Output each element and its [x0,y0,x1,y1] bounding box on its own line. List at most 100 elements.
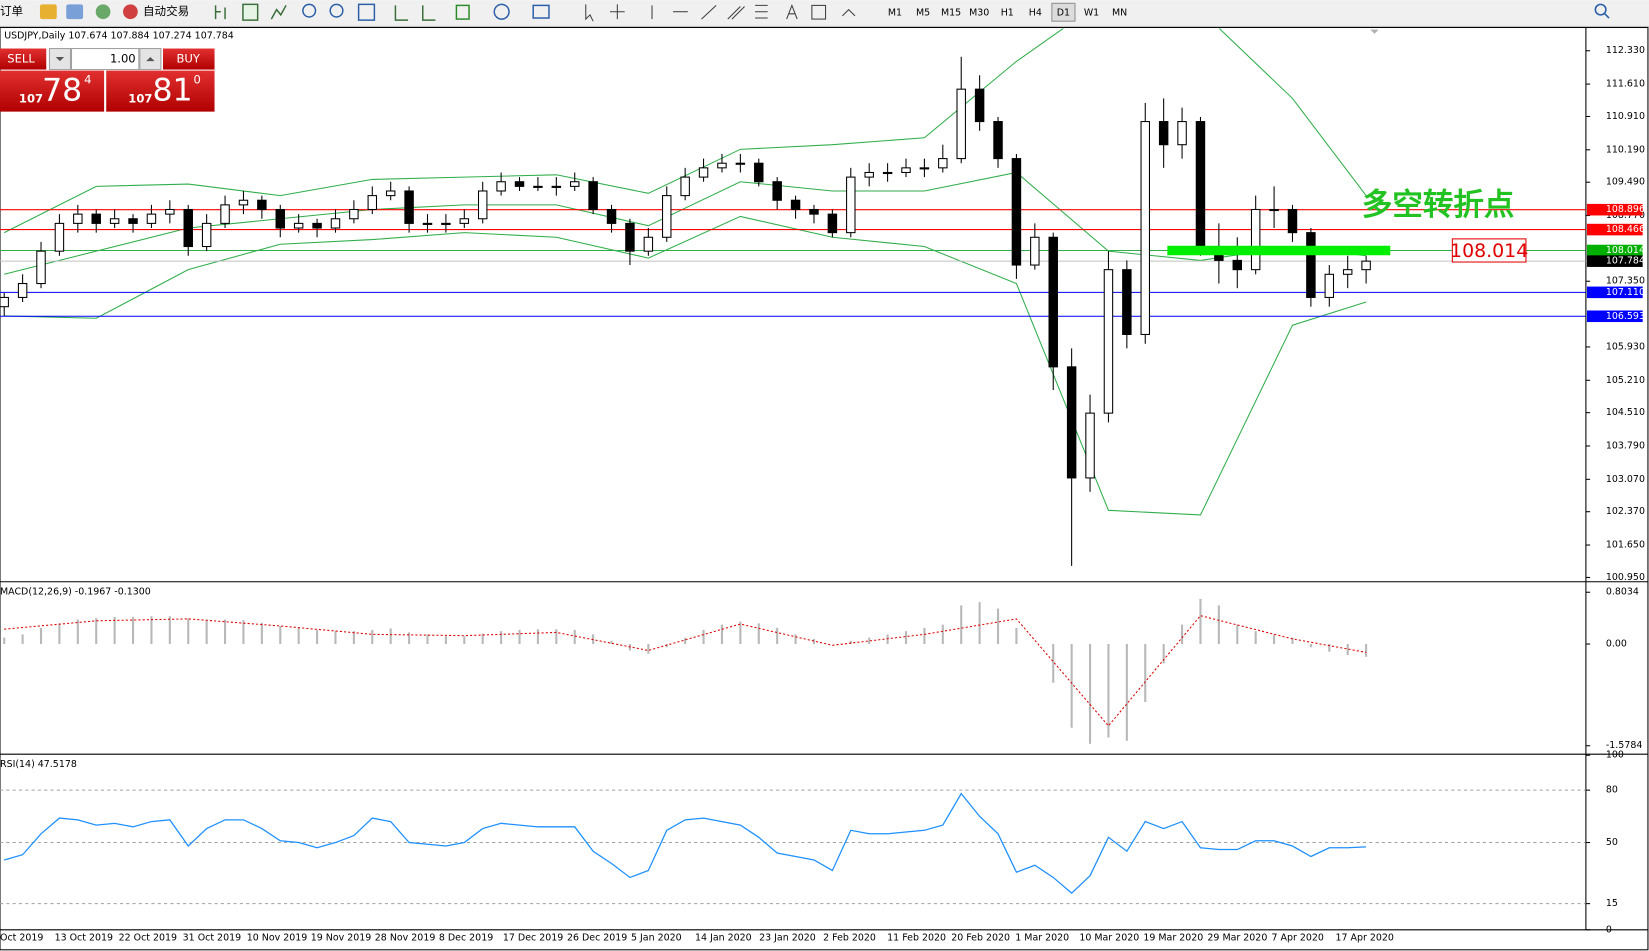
candle-body [1324,273,1335,298]
candle-body [1122,269,1132,335]
candle-body [275,208,285,229]
lot-value[interactable]: 1.00 [110,52,136,66]
trade-panel: SELL 1.00 BUY 107 78 4 107 81 0 [0,48,215,112]
candle-body [1287,208,1298,234]
candle-body [17,283,28,298]
buy-price-box[interactable] [106,70,215,112]
timeframe-button[interactable]: D1 [1057,7,1070,18]
sell-price-small: 4 [84,73,91,87]
bar-chart-icon[interactable] [214,5,226,20]
channel-tool[interactable] [727,6,745,20]
candle-body [0,296,9,308]
y-tick-label: 110.190 [1606,144,1645,155]
candle-icon[interactable] [242,3,259,21]
crosshair-tool[interactable] [609,4,625,20]
timeframe-button[interactable]: M1 [888,7,902,18]
timeframe-button[interactable]: W1 [1084,7,1099,18]
candle-body [1342,269,1353,275]
candle-body [1250,208,1261,271]
candle-body [901,167,911,174]
price-level-label: 108.466 [1606,224,1645,235]
candle-body [846,176,856,234]
candle-body [956,88,966,160]
zoom-out[interactable] [329,3,344,18]
arrow [146,56,155,62]
timeframe-button[interactable]: M30 [969,7,989,18]
icon[interactable] [39,4,57,20]
text-tool[interactable] [786,3,798,20]
indicators[interactable] [455,4,470,20]
candle-body [349,208,359,220]
timeframe-button[interactable]: M5 [916,7,930,18]
timeframe-button[interactable]: MN [1112,7,1127,18]
zoom-in[interactable] [302,3,317,18]
timeframe-button[interactable]: H1 [1001,7,1014,18]
candle-body [36,250,46,285]
x-tick-label: 7 Apr 2020 [1271,933,1323,944]
templates[interactable] [532,4,550,19]
drawing-tools [585,3,856,22]
x-tick-label: 26 Dec 2019 [567,933,627,944]
chart-frame [0,26,1649,951]
buy-button[interactable] [163,48,215,70]
candle-body [1103,269,1114,414]
scroll-icon[interactable] [394,5,409,21]
sell-button[interactable] [0,48,47,70]
candle-body [146,213,157,224]
tile-icon[interactable] [357,3,376,21]
icon[interactable] [66,4,84,20]
price-level-label: 107.784 [1606,256,1645,267]
candle-body [514,181,525,187]
candle-body [1158,121,1169,146]
price-level-label: 108.014 [1606,245,1645,256]
candle-body [882,171,893,175]
cursor-tool[interactable] [585,4,594,22]
x-tick-label: 17 Dec 2019 [503,933,563,944]
line-icon[interactable] [270,5,287,20]
candle-body [754,162,764,183]
axes: 112.330 111.610 110.910 110.190 109.490 108.7… [0,45,1645,943]
sell-price-box[interactable] [0,70,105,112]
candle-body [201,222,212,248]
icon[interactable] [95,4,111,20]
autotrade-icon[interactable] [123,4,138,20]
price-level-tag [1586,223,1643,236]
new-order-button[interactable]: 订单 [0,4,23,18]
candle-body [54,222,65,252]
rsi-title: RSI(14) 47.5178 [0,759,77,770]
x-tick-label: 1 Mar 2020 [1015,933,1069,944]
shift-icon[interactable] [422,5,436,21]
candle-body [312,222,322,229]
periods[interactable] [493,3,510,20]
buy-label[interactable]: BUY [177,52,201,66]
candle-body [441,222,451,225]
candle-body [183,208,193,248]
candle-body [735,162,746,165]
macd-signal [4,615,1367,727]
candle-body [385,190,396,197]
y-tick-label: 103.070 [1606,474,1645,485]
autotrade-button[interactable]: 自动交易 [143,4,189,18]
x-tick-label: 10 Nov 2019 [247,933,308,944]
arrow-tool[interactable] [842,8,856,17]
buy-price-small: 0 [194,73,201,87]
x-tick-label: 17 Apr 2020 [1336,933,1394,944]
toolbar-icons [214,3,550,21]
label-tool[interactable] [811,4,827,20]
timeframe-button[interactable]: H4 [1029,7,1042,18]
x-tick-label: 23 Jan 2020 [759,933,816,944]
fibo-tool[interactable] [755,4,768,19]
search[interactable] [1594,3,1607,16]
bollinger-lower [4,215,1367,516]
candle-body [993,121,1003,160]
y-tick-label: 50 [1606,837,1618,848]
candle-body [1361,260,1371,271]
sell-label[interactable]: SELL [7,52,35,66]
trendline-tool[interactable] [701,5,717,20]
price-level-label: 108.896 [1606,204,1645,215]
price-level-tag [1586,310,1643,323]
timeframe-button[interactable]: M15 [941,7,961,18]
lot-input[interactable] [70,48,140,71]
y-tick-label: 107.350 [1606,276,1645,287]
